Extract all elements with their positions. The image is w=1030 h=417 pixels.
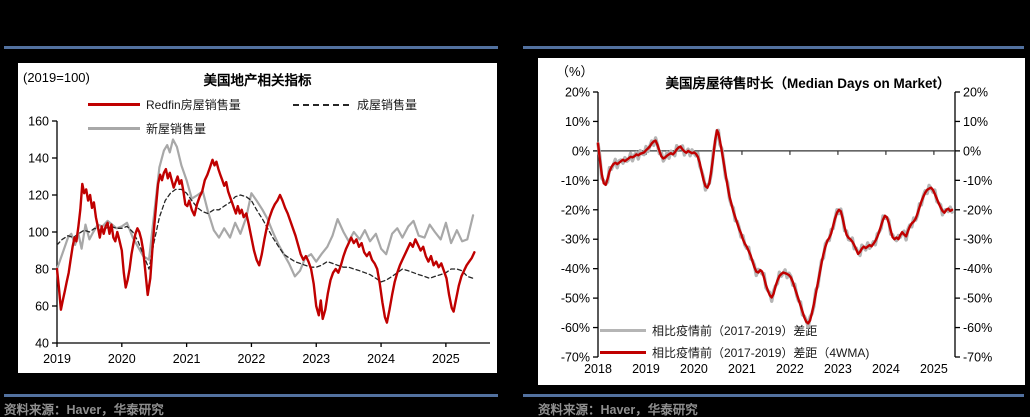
x-tick-label: 2024	[872, 362, 900, 376]
x-tick-label: 2021	[728, 362, 756, 376]
y-tick-label: -10%	[561, 174, 590, 188]
gap-series-swatch	[600, 329, 646, 332]
top-divider-right	[523, 46, 1024, 49]
y-tick-label: -50%	[561, 292, 590, 306]
y-tick-label: 120	[28, 189, 49, 203]
y-tick-label: -10%	[963, 174, 992, 188]
series-line-1-0	[596, 128, 954, 329]
new-home-series-swatch	[88, 127, 140, 130]
right-source-note: 资料来源：Haver，华泰研究	[538, 403, 698, 417]
existing-home-series-swatch	[293, 104, 349, 106]
y-tick-label: 140	[28, 152, 49, 166]
y-tick-label: -40%	[561, 262, 590, 276]
legend-label-redfin: Redfin房屋销售量	[146, 98, 241, 112]
y-tick-label: 60	[35, 300, 49, 314]
left-source-note: 资料来源：Haver，华泰研究	[4, 403, 164, 417]
gap-4wma-series-swatch	[600, 351, 646, 354]
redfin-series-swatch	[88, 103, 140, 106]
series-line-1-1	[596, 129, 954, 325]
y-tick-label: 10%	[565, 115, 590, 129]
y-tick-label: 160	[28, 115, 49, 129]
legend-label-existing-home: 成屋销售量	[357, 98, 418, 112]
x-tick-label: 2022	[238, 352, 266, 366]
y-tick-label: -60%	[561, 321, 590, 335]
x-tick-label: 2019	[43, 352, 71, 366]
series-line-0-2	[55, 158, 476, 324]
x-tick-label: 2023	[824, 362, 852, 376]
series-line-0-1	[56, 188, 474, 283]
y-tick-label: -70%	[963, 351, 992, 365]
left-chart-title: 美国地产相关指标	[203, 73, 312, 88]
y-tick-label: -30%	[963, 233, 992, 247]
x-tick-label: 2024	[367, 352, 395, 366]
y-tick-label: -50%	[963, 292, 992, 306]
y-tick-label: 40	[35, 337, 49, 351]
x-tick-label: 2019	[632, 362, 660, 376]
y-tick-label: -70%	[561, 351, 590, 365]
y-tick-label: 20%	[565, 86, 590, 100]
left-chart-plot: 160 140 120 100 80 60 40 2019 2020 2021 2022 2023 20…	[18, 63, 497, 373]
y-tick-label: 100	[28, 226, 49, 240]
x-tick-label: 2025	[432, 352, 460, 366]
y-tick-label: -20%	[963, 203, 992, 217]
left-axis-unit-label: (2019=100)	[23, 70, 90, 85]
right-chart-plot: 20% 10% 0% -10% -20% -30% -40% -50% -60% -70% 20% 1…	[538, 58, 1025, 385]
y-tick-label: -30%	[561, 233, 590, 247]
x-tick-label: 2022	[776, 362, 804, 376]
legend-label-gap-4wma: 相比疫情前（2017-2019）差距（4WMA)	[652, 346, 870, 360]
y-tick-label: 0%	[963, 144, 981, 158]
right-axis-unit-label: （%）	[556, 64, 594, 79]
x-tick-label: 2023	[302, 352, 330, 366]
x-tick-label: 2020	[108, 352, 136, 366]
legend-label-gap: 相比疫情前（2017-2019）差距	[652, 324, 818, 338]
y-tick-label: -20%	[561, 203, 590, 217]
left-chart-panel	[18, 63, 497, 373]
x-tick-label: 2020	[680, 362, 708, 376]
y-tick-label: 80	[35, 263, 49, 277]
y-tick-label: 10%	[963, 115, 988, 129]
top-divider-left	[4, 46, 498, 49]
series-line-0-0	[55, 138, 475, 278]
bottom-divider-left	[4, 394, 498, 397]
x-tick-label: 2018	[584, 362, 612, 376]
right-chart-svg: 20% 10% 0% -10% -20% -30% -40% -50% -60% -70% 20% 1…	[561, 86, 992, 377]
y-tick-label: 20%	[963, 86, 988, 100]
y-tick-label: -40%	[963, 262, 992, 276]
legend-label-new-home: 新屋销售量	[146, 122, 207, 136]
y-tick-label: -60%	[963, 321, 992, 335]
right-chart-title: 美国房屋待售时长（Median Days on Market）	[665, 76, 951, 91]
y-tick-label: 0%	[572, 144, 590, 158]
x-tick-label: 2021	[173, 352, 201, 366]
x-tick-label: 2025	[920, 362, 948, 376]
bottom-divider-right	[523, 394, 1024, 397]
